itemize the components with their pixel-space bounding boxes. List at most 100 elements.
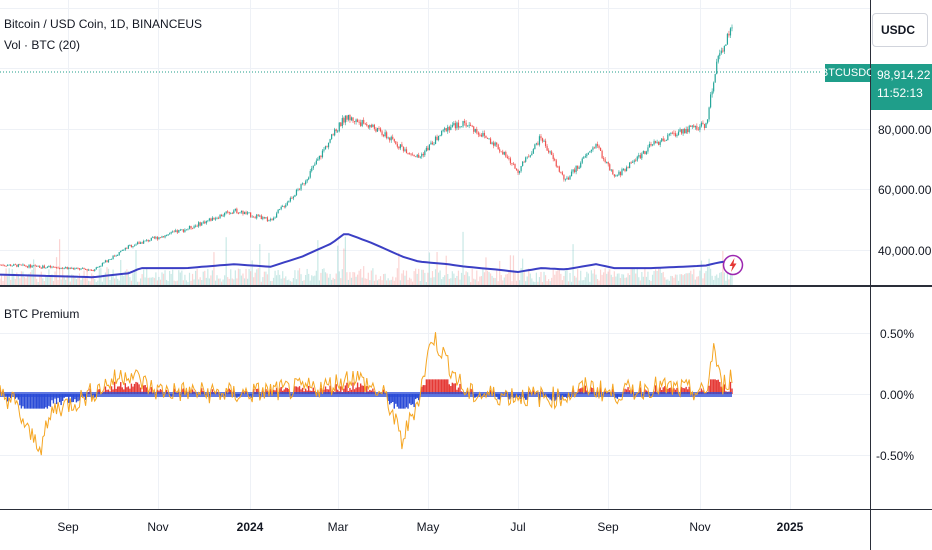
volume-bar (642, 276, 644, 285)
volume-bar (508, 271, 510, 285)
candle-body (31, 265, 33, 268)
premium-bar (51, 394, 53, 401)
lightning-icon[interactable] (722, 254, 744, 276)
price-axis-border (870, 0, 871, 550)
candle-body (349, 114, 351, 121)
candle-body (525, 157, 527, 162)
candle-body (509, 158, 512, 164)
volume-bar (520, 268, 522, 285)
candle-body (587, 152, 589, 155)
candle-body (482, 132, 484, 137)
price-pane[interactable] (0, 0, 870, 285)
volume-bar (341, 269, 343, 285)
candle-body (112, 255, 114, 259)
candle-body (165, 235, 168, 237)
volume-bar (384, 273, 386, 285)
premium-bar (136, 382, 139, 394)
premium-bar (387, 394, 389, 401)
premium-bar (405, 394, 408, 408)
candle-body (52, 266, 55, 268)
premium-bar (402, 394, 405, 409)
currency-button[interactable]: USDC (872, 13, 928, 47)
premium-bar (269, 389, 272, 394)
candle-body (410, 153, 412, 155)
volume-bar (439, 270, 441, 285)
premium-bar (48, 394, 50, 406)
candle-body (121, 249, 123, 251)
candle-body (584, 156, 586, 158)
symbol-legend[interactable]: Bitcoin / USD Coin, 1D, BINANCEUS (4, 17, 202, 31)
volume-bar (543, 271, 545, 285)
candle-body (256, 214, 258, 219)
volume-bar (448, 278, 450, 285)
volume-bar (651, 274, 654, 285)
volume-bar (3, 274, 6, 285)
volume-bar (534, 281, 536, 285)
volume-bar (36, 278, 38, 285)
candle-body (500, 151, 502, 153)
candle-body (570, 171, 573, 177)
volume-bar (358, 270, 360, 285)
volume-bar (164, 270, 166, 285)
volume-legend[interactable]: Vol · BTC (20) (4, 38, 80, 52)
premium-legend[interactable]: BTC Premium (4, 307, 79, 321)
candle-body (358, 121, 360, 123)
volume-bar (144, 277, 146, 285)
volume-bar (112, 269, 114, 285)
candle-body (172, 231, 174, 233)
candle-body (427, 147, 429, 151)
candle-body (457, 122, 460, 128)
volume-bar (711, 275, 713, 285)
candle-body (393, 139, 395, 142)
premium-bar (19, 394, 21, 406)
volume-bar (326, 273, 328, 285)
candle-body (441, 130, 443, 136)
volume-bar (355, 276, 357, 285)
premium-pane[interactable] (0, 287, 870, 509)
volume-bar (231, 278, 233, 285)
candle-body (211, 217, 214, 221)
candle-body (729, 28, 732, 36)
volume-bar (22, 271, 24, 285)
candle-body (315, 160, 317, 165)
candle-body (537, 143, 539, 145)
candle-body (622, 169, 625, 170)
candle-body (57, 267, 59, 269)
volume-bar (352, 272, 354, 285)
volume-bar (465, 271, 467, 285)
candle-body (274, 217, 276, 219)
volume-bar (327, 277, 330, 285)
candle-body (7, 265, 9, 267)
volume-bar (589, 281, 591, 285)
premium-bar (123, 389, 125, 394)
volume-bar (401, 273, 403, 285)
volume-bar (332, 277, 334, 285)
candle-body (483, 132, 486, 136)
volume-bar (295, 279, 298, 285)
candle-body (717, 55, 719, 62)
volume-bar (453, 273, 455, 285)
volume-bar (286, 280, 288, 285)
candle-body (644, 151, 646, 155)
candle-body (511, 163, 513, 164)
volume-bar (123, 275, 125, 285)
volume-bar (616, 273, 618, 285)
volume-bar (389, 280, 391, 285)
volume-bar (570, 281, 573, 285)
candle-body (260, 215, 262, 220)
premium-bar (451, 382, 454, 394)
candle-body (425, 147, 427, 152)
candle-body (266, 217, 269, 222)
volume-bar (564, 270, 567, 285)
candle-body (69, 267, 71, 269)
premium-bar (444, 379, 446, 394)
candle-body (639, 155, 641, 159)
volume-bar (356, 274, 359, 285)
candle-body (499, 149, 501, 152)
premium-bar (75, 394, 78, 403)
volume-bar (33, 259, 35, 285)
pane-separator[interactable] (0, 285, 932, 287)
volume-bar (97, 280, 99, 285)
candle-body (132, 246, 134, 248)
candle-body (581, 158, 583, 163)
